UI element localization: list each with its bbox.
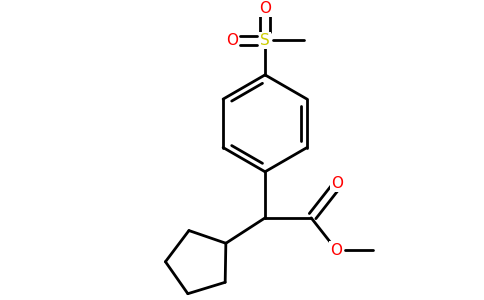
Text: S: S (260, 33, 270, 48)
Text: O: O (226, 33, 238, 48)
Text: O: O (259, 1, 271, 16)
Text: O: O (331, 243, 343, 258)
Text: O: O (332, 176, 344, 191)
